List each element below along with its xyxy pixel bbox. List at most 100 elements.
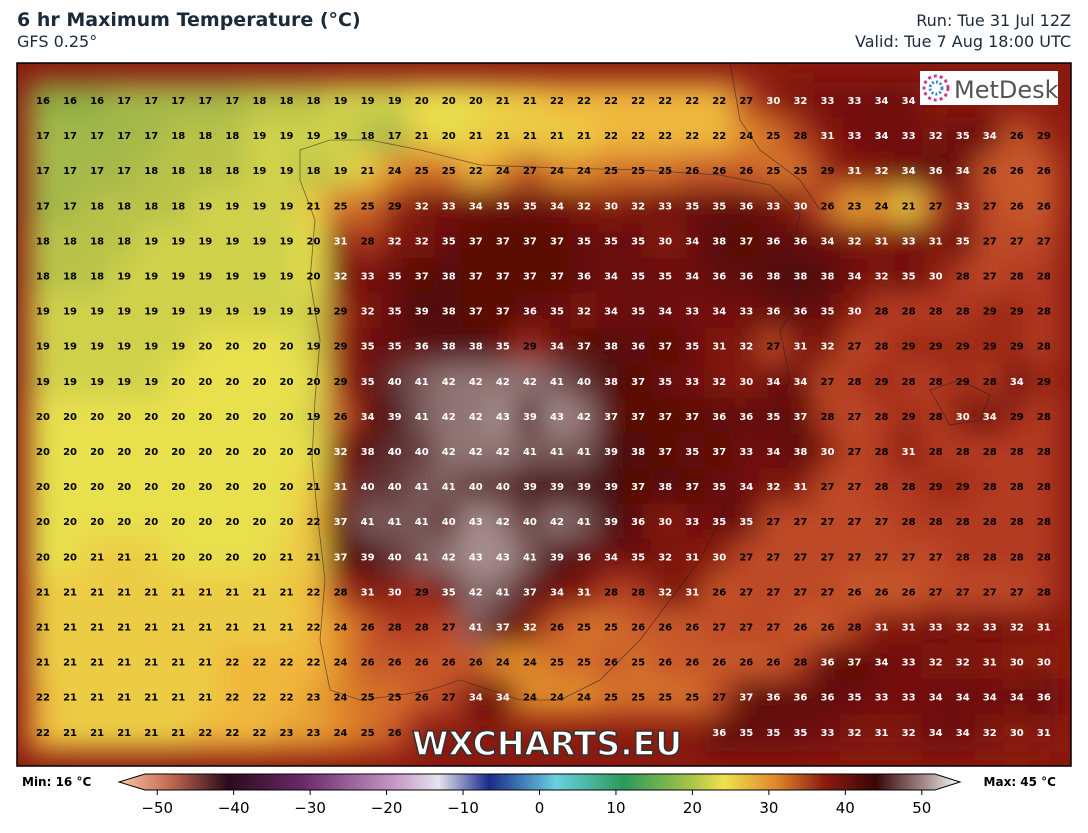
temperature-value: 38 — [712, 236, 726, 247]
field-cell — [217, 679, 247, 717]
temperature-value: 35 — [631, 236, 645, 247]
field-cell — [894, 328, 924, 366]
temperature-value: 29 — [956, 342, 970, 353]
temperature-value: 34 — [361, 412, 375, 423]
temperature-value: 30 — [1010, 728, 1024, 739]
temperature-value: 28 — [388, 623, 402, 634]
field-cell — [109, 468, 139, 506]
temperature-value: 19 — [225, 236, 239, 247]
temperature-value: 34 — [658, 307, 672, 318]
field-cell — [326, 363, 356, 401]
field-cell — [461, 644, 491, 682]
field-cell — [461, 293, 491, 331]
temperature-value: 19 — [144, 272, 158, 283]
field-cell — [380, 503, 410, 541]
temperature-value: 25 — [361, 201, 375, 212]
field-cell — [353, 363, 383, 401]
field-cell — [190, 538, 220, 576]
field-cell — [921, 187, 951, 225]
field-cell — [596, 608, 626, 647]
temperature-value: 35 — [793, 728, 807, 739]
field-cell — [136, 538, 166, 576]
field-cell — [758, 608, 788, 647]
temperature-value: 36 — [929, 166, 943, 177]
field-cell — [190, 398, 220, 436]
field-cell — [488, 363, 518, 401]
field-cell — [163, 363, 193, 401]
temperature-value: 28 — [929, 517, 943, 528]
temperature-value: 32 — [388, 236, 402, 247]
temperature-value: 40 — [523, 517, 537, 528]
field-cell — [1002, 293, 1032, 331]
temperature-value: 28 — [983, 377, 997, 388]
field-cell — [82, 82, 112, 120]
field-cell — [1029, 679, 1059, 717]
field-cell — [82, 257, 112, 296]
temperature-value: 29 — [388, 201, 402, 212]
min-label: Min: 16 °C — [22, 775, 91, 789]
temperature-value: 42 — [469, 587, 483, 598]
temperature-value: 18 — [171, 131, 185, 142]
temperature-value: 25 — [766, 166, 780, 177]
temperature-value: 17 — [144, 131, 158, 142]
temperature-value: 31 — [902, 623, 916, 634]
field-cell — [109, 679, 139, 717]
field-cell — [948, 644, 978, 682]
temperature-value: 19 — [144, 377, 158, 388]
field-cell — [55, 187, 85, 225]
field-cell — [948, 538, 978, 576]
field-cell — [55, 644, 85, 682]
field-cell — [190, 433, 220, 471]
temperature-value: 20 — [415, 96, 429, 107]
temperature-value: 40 — [388, 377, 402, 388]
field-cell — [82, 538, 112, 576]
temperature-value: 35 — [848, 693, 862, 704]
field-cell — [867, 433, 897, 471]
temperature-value: 28 — [820, 412, 834, 423]
temperature-value: 28 — [929, 377, 943, 388]
field-cell — [407, 187, 437, 225]
temperature-value: 22 — [685, 96, 699, 107]
temperature-value: 31 — [712, 342, 726, 353]
temperature-value: 29 — [1010, 307, 1024, 318]
field-cell — [163, 257, 193, 296]
field-cell — [82, 222, 112, 260]
valid-time: Valid: Tue 7 Aug 18:00 UTC — [855, 32, 1071, 51]
temperature-value: 26 — [1037, 201, 1051, 212]
temperature-value: 26 — [361, 658, 375, 669]
temperature-value: 33 — [902, 236, 916, 247]
field-cell — [839, 117, 870, 155]
field-cell — [136, 293, 166, 331]
field-cell — [244, 644, 274, 682]
temperature-value: 43 — [496, 552, 510, 563]
field-cell — [217, 538, 247, 576]
field-cell — [163, 468, 193, 506]
field-cell — [569, 573, 599, 611]
temperature-value: 20 — [63, 412, 77, 423]
field-cell — [704, 433, 734, 471]
temperature-value: 19 — [90, 377, 104, 388]
temperature-value: 39 — [550, 482, 564, 493]
temperature-value: 27 — [739, 552, 753, 563]
field-cell — [569, 503, 599, 541]
field-cell — [542, 152, 572, 190]
field-cell — [704, 468, 734, 506]
temperature-value: 38 — [442, 307, 456, 318]
field-cell — [1029, 503, 1059, 541]
temperature-value: 35 — [604, 236, 618, 247]
field-cell — [623, 679, 653, 717]
field-cell — [488, 503, 518, 541]
field-cell — [596, 82, 626, 120]
field-cell — [28, 679, 58, 717]
temperature-value: 35 — [496, 201, 510, 212]
temperature-value: 31 — [334, 482, 348, 493]
field-cell — [542, 573, 572, 611]
temperature-value: 19 — [198, 201, 212, 212]
field-cell — [434, 117, 464, 155]
temperature-value: 27 — [442, 693, 456, 704]
field-cell — [109, 257, 139, 296]
field-cell — [812, 152, 842, 190]
temperature-value: 27 — [848, 412, 862, 423]
temperature-value: 33 — [766, 201, 780, 212]
temperature-value: 35 — [956, 131, 970, 142]
